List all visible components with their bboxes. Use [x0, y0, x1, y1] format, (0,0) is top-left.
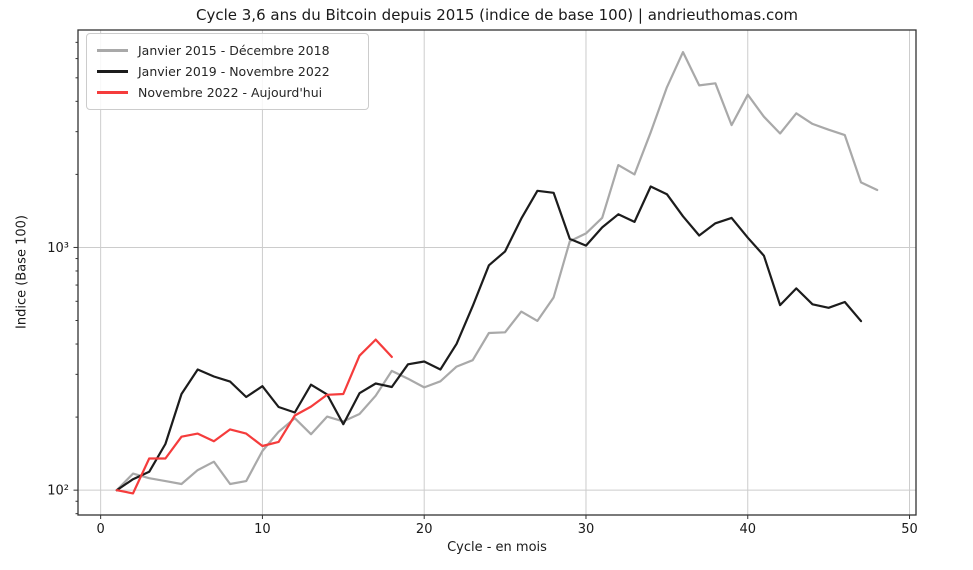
series-line-2: [115, 338, 393, 495]
series-lines: [115, 50, 879, 495]
plot-frame: [77, 29, 917, 516]
x-tick-labels: 0 10 20 30 40 50: [97, 522, 918, 537]
svg-text:50: 50: [901, 522, 918, 537]
svg-text:10³: 10³: [47, 241, 69, 256]
x-axis-label: Cycle - en mois: [447, 540, 547, 555]
legend-item-cycle-2022-now: Novembre 2022 - Aujourd'hui: [97, 84, 358, 101]
legend-label: Novembre 2022 - Aujourd'hui: [138, 85, 323, 100]
legend: Janvier 2015 - Décembre 2018 Janvier 201…: [86, 33, 369, 110]
legend-item-cycle-2015-2018: Janvier 2015 - Décembre 2018: [97, 42, 358, 59]
legend-label: Janvier 2015 - Décembre 2018: [138, 43, 330, 58]
chart-title: Cycle 3,6 ans du Bitcoin depuis 2015 (in…: [196, 6, 798, 24]
series-line-0: [115, 50, 879, 492]
y-tick-labels: 10² 10³: [47, 241, 69, 499]
svg-text:40: 40: [739, 522, 756, 537]
svg-text:10: 10: [254, 522, 271, 537]
legend-line-sample-gray: [97, 49, 128, 52]
legend-label: Janvier 2019 - Novembre 2022: [138, 64, 330, 79]
svg-text:20: 20: [416, 522, 433, 537]
legend-line-sample-red: [97, 91, 128, 94]
grid-lines: [78, 30, 916, 515]
y-axis-label: Indice (Base 100): [14, 215, 30, 329]
svg-text:30: 30: [578, 522, 595, 537]
legend-line-sample-black: [97, 70, 128, 73]
y-ticks: [73, 246, 78, 491]
svg-text:0: 0: [97, 522, 105, 537]
series-line-1: [115, 185, 863, 492]
legend-item-cycle-2019-2022: Janvier 2019 - Novembre 2022: [97, 63, 358, 80]
x-ticks: [100, 515, 911, 519]
svg-text:10²: 10²: [47, 484, 69, 499]
